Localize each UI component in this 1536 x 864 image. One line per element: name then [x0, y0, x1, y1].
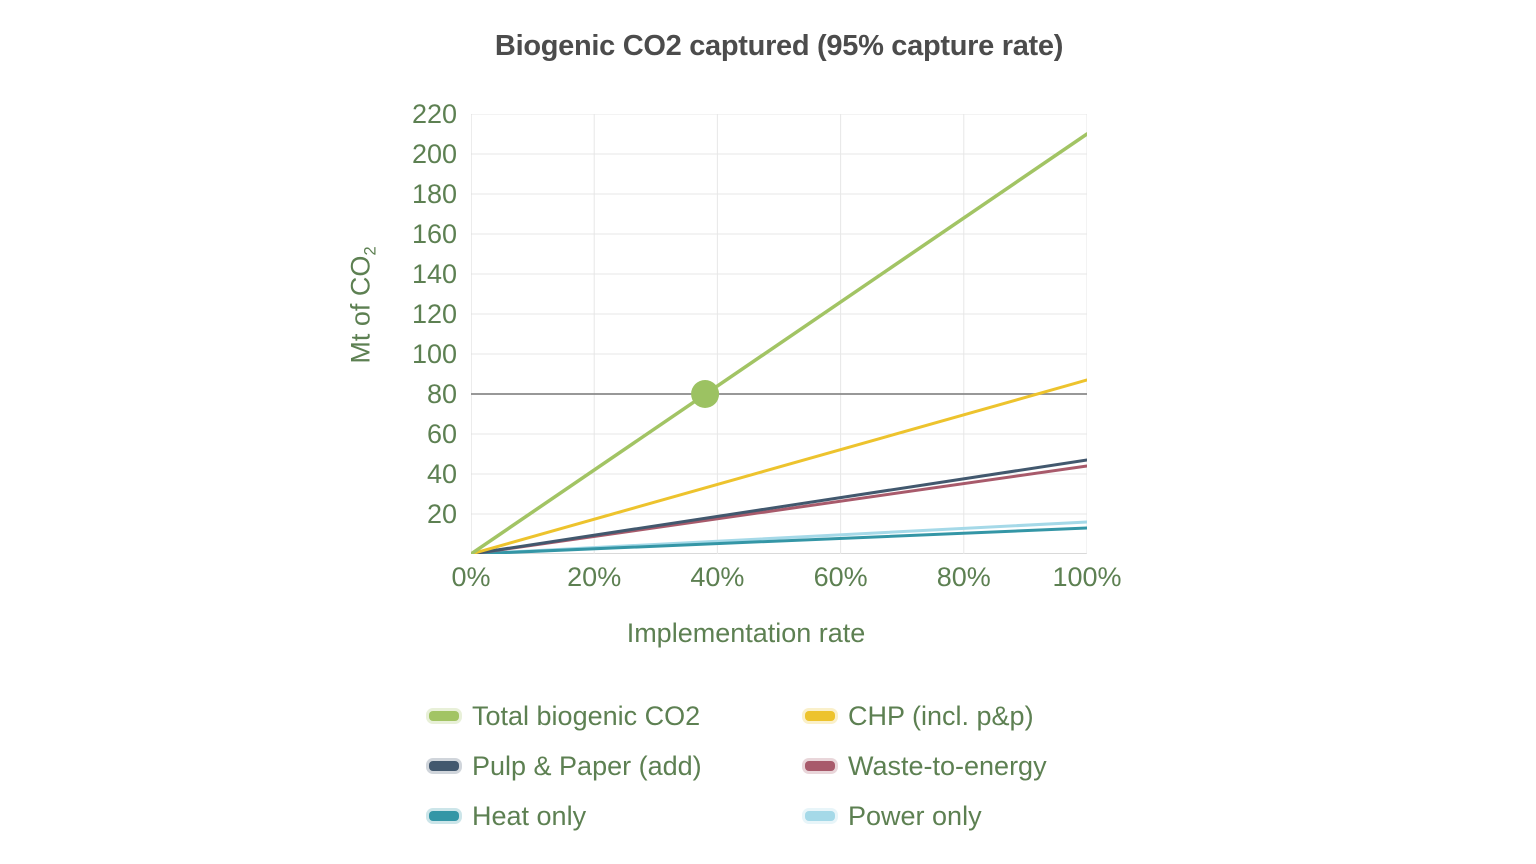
- x-axis-title: Implementation rate: [626, 618, 866, 648]
- legend-label: Total biogenic CO2: [472, 700, 701, 731]
- highlight-point: [691, 380, 720, 408]
- y-tick-label: 60: [426, 419, 457, 449]
- series-line-total-biogenic-co2: [469, 132, 1089, 556]
- y-tick-label: 40: [426, 459, 457, 489]
- legend-label: Power only: [848, 800, 982, 831]
- legend-swatch-waste-to-energy: [805, 761, 835, 771]
- x-tick-label: 0%: [451, 562, 491, 592]
- y-tick-label: 200: [411, 139, 457, 169]
- legend-item-power-only: Power only: [805, 799, 1047, 833]
- x-tick-label: 80%: [936, 562, 991, 592]
- legend-swatch-pulp-paper-add: [429, 761, 459, 771]
- legend-label: Pulp & Paper (add): [472, 750, 702, 781]
- y-tick-label: 180: [411, 179, 457, 209]
- y-tick-label: 220: [411, 99, 457, 129]
- legend-label: CHP (incl. p&p): [848, 700, 1034, 731]
- y-tick-label: 140: [411, 259, 457, 289]
- y-tick-label: 80: [426, 379, 457, 409]
- legend-label: Waste-to-energy: [848, 750, 1047, 781]
- legend-label: Heat only: [472, 800, 587, 831]
- x-tick-label: 40%: [690, 562, 745, 592]
- x-tick-label: 100%: [1052, 562, 1122, 592]
- y-tick-label: 120: [411, 299, 457, 329]
- legend-swatch-total-biogenic-co2: [429, 711, 459, 721]
- x-tick-label: 60%: [813, 562, 868, 592]
- y-tick-label: 20: [426, 499, 457, 529]
- chart-title: Biogenic CO2 captured (95% capture rate): [494, 30, 1064, 62]
- x-axis-ticks: 0% 20% 40% 60% 80% 100%: [451, 562, 1121, 592]
- legend: Total biogenic CO2 CHP (incl. p&p) Pulp & …: [429, 699, 1047, 833]
- legend-item-total-biogenic-co2: Total biogenic CO2: [429, 699, 805, 733]
- y-tick-label: 160: [411, 219, 457, 249]
- legend-item-chp-incl-p-p: CHP (incl. p&p): [805, 699, 1047, 733]
- plot-area: [469, 113, 1089, 556]
- series-line-heat-only: [469, 526, 1089, 556]
- legend-item-pulp-paper-add: Pulp & Paper (add): [429, 749, 805, 783]
- y-tick-label: 100: [411, 339, 457, 369]
- legend-item-waste-to-energy: Waste-to-energy: [805, 749, 1047, 783]
- legend-item-heat-only: Heat only: [429, 799, 805, 833]
- legend-swatch-power-only: [805, 811, 835, 821]
- x-tick-label: 20%: [567, 562, 622, 592]
- legend-swatch-heat-only: [429, 811, 459, 821]
- series-line-pulp-paper-add: [469, 458, 1089, 556]
- line-chart: [469, 113, 1089, 556]
- y-axis-ticks: 20 40 60 80 100 120 140 160 180 200 220: [340, 100, 457, 554]
- series-line-chp-incl-p-p: [469, 378, 1089, 556]
- legend-swatch-chp-incl-p-p: [805, 711, 835, 721]
